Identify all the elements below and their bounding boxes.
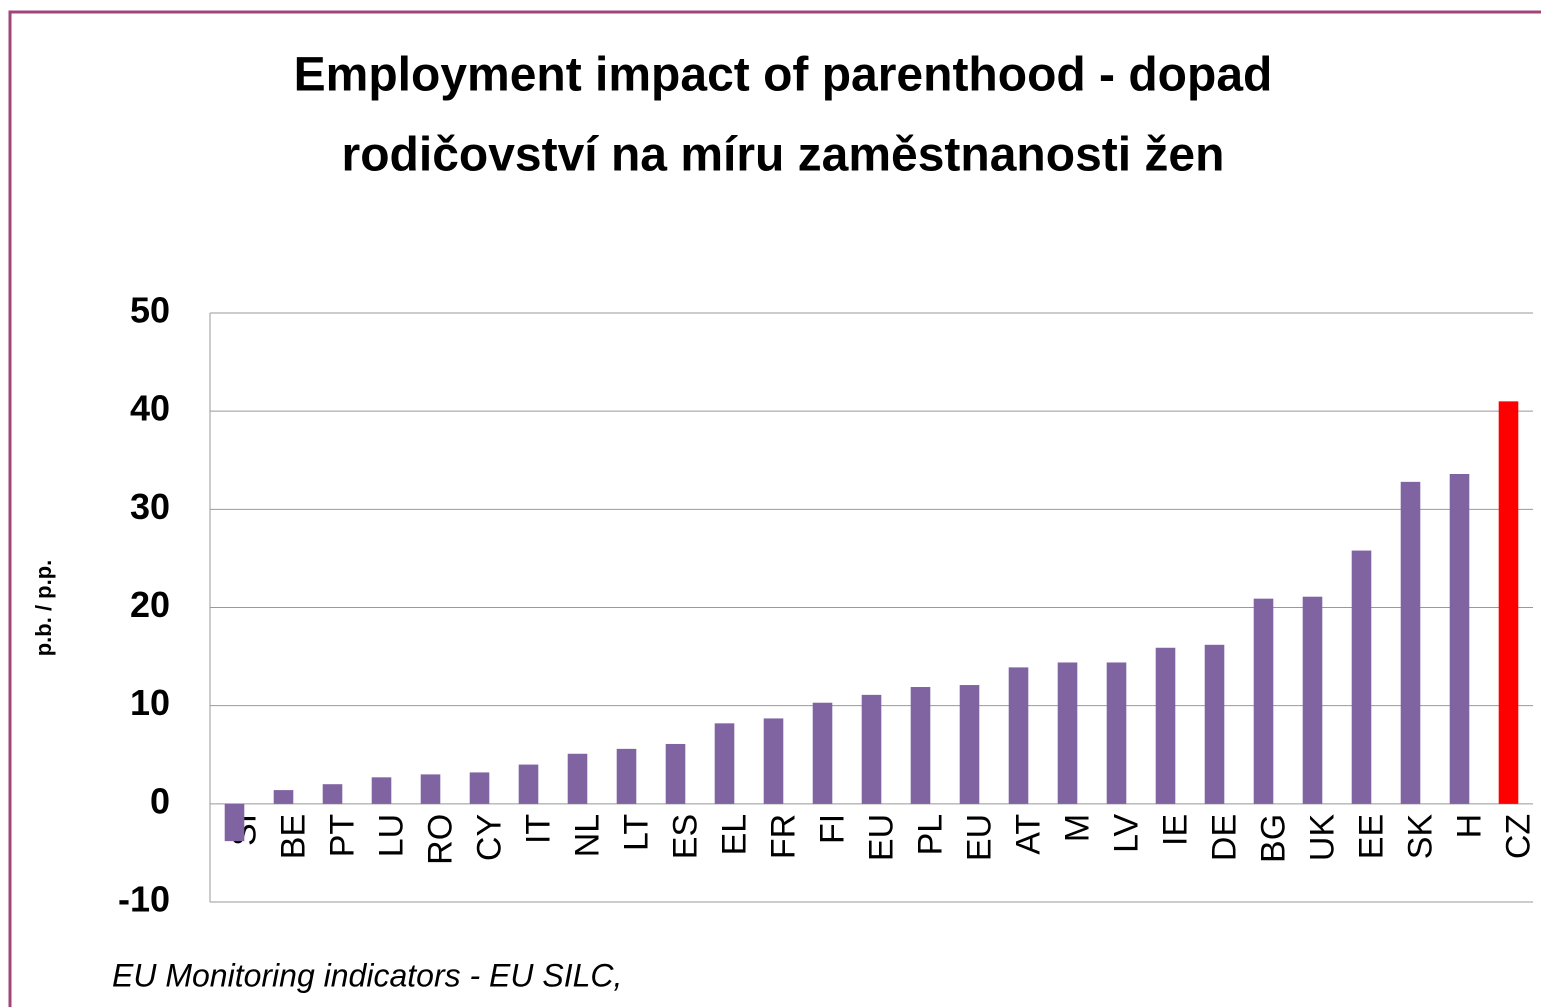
x-tick-label: FR: [764, 814, 802, 859]
x-tick-label: DE: [1205, 814, 1243, 861]
y-tick-label: 30: [130, 486, 170, 527]
bar: [469, 772, 490, 804]
x-tick-label: BG: [1254, 814, 1292, 863]
chart-title: Employment impact of parenthood - dopad: [294, 49, 1273, 102]
bar: [616, 748, 637, 804]
bar: [1449, 473, 1470, 804]
x-tick-label: LU: [372, 814, 410, 857]
x-tick-label: M: [1058, 814, 1096, 842]
bar: [1498, 401, 1519, 804]
y-tick-label: 40: [130, 388, 170, 429]
x-tick-label: CY: [470, 814, 508, 861]
bar: [420, 774, 441, 804]
bar: [1106, 662, 1127, 804]
x-tick-label: FI: [813, 814, 851, 844]
x-tick-label: EL: [715, 814, 753, 856]
y-tick-label: 0: [150, 780, 170, 821]
bar: [959, 685, 980, 804]
bar: [371, 777, 392, 804]
y-tick-label: -10: [118, 879, 170, 920]
bar: [714, 723, 735, 804]
bar: [1155, 647, 1176, 804]
x-tick-label: NL: [568, 814, 606, 857]
chart-title: rodičovství na míru zaměstnanosti žen: [342, 129, 1225, 182]
bar: [1057, 662, 1078, 804]
x-tick-label: PL: [911, 814, 949, 856]
x-tick-label: RO: [421, 814, 459, 865]
bar: [1204, 644, 1225, 804]
y-tick-label: 50: [130, 290, 170, 331]
bar: [812, 702, 833, 804]
bar: [1400, 481, 1421, 804]
y-tick-label: 20: [130, 584, 170, 625]
x-tick-label: BE: [274, 814, 312, 859]
bar: [910, 687, 931, 804]
x-tick-label: AT: [1009, 814, 1047, 855]
x-tick-label: IE: [1156, 814, 1194, 846]
x-tick-label: H: [1450, 814, 1488, 839]
bar: [861, 694, 882, 804]
bar: [322, 784, 343, 804]
x-tick-label: LV: [1107, 814, 1145, 853]
x-tick-label: EU: [960, 814, 998, 861]
source-note: EU Monitoring indicators - EU SILC,: [112, 957, 622, 993]
x-tick-label: SK: [1401, 814, 1439, 860]
bar: [665, 743, 686, 804]
bar: [518, 764, 539, 804]
bar: [567, 753, 588, 804]
bar: [763, 718, 784, 804]
y-axis-label: p.b. / p.p.: [31, 560, 56, 657]
x-tick-label: ES: [666, 814, 704, 859]
x-tick-label: LT: [617, 814, 655, 851]
bar: [224, 803, 245, 842]
bar: [1302, 596, 1323, 804]
x-tick-label: UK: [1303, 814, 1341, 862]
frame: [8, 10, 1541, 1007]
y-tick-label: 10: [130, 682, 170, 723]
x-tick-label: EE: [1352, 814, 1390, 859]
bar: [1351, 550, 1372, 804]
x-tick-label: PT: [323, 814, 361, 857]
x-tick-label: CZ: [1499, 814, 1537, 859]
bar: [1253, 598, 1274, 804]
x-tick-label: IT: [519, 814, 557, 844]
x-tick-label: EU: [862, 814, 900, 861]
bar: [1008, 667, 1029, 804]
bar: [273, 790, 294, 804]
